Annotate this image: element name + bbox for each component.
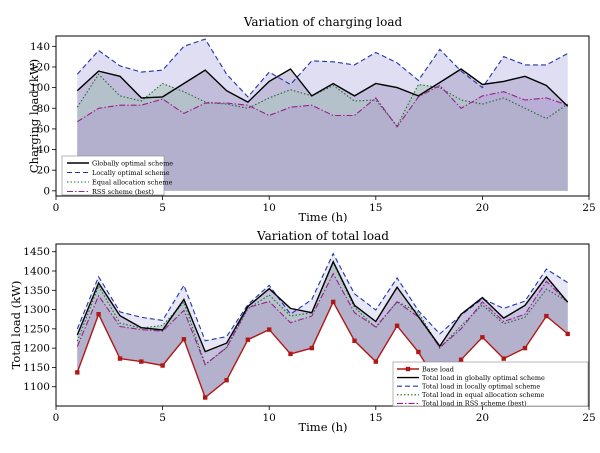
chart1-area-layer — [77, 39, 568, 191]
chart2-marker-19 — [480, 335, 485, 340]
chart2-ytick-label-0: 1100 — [23, 381, 50, 393]
chart2-marker-13 — [352, 338, 357, 343]
chart1-area-3 — [77, 85, 568, 191]
chart-total-load: Variation of total load 0 5 10 15 20 25 11001… — [9, 229, 596, 434]
chart2-y-ticks: 1100 1150 1200 1250 1300 1350 1400 1450 — [23, 246, 56, 393]
chart2-xtick-label-2: 10 — [263, 412, 276, 424]
chart2-marker-15 — [394, 323, 400, 328]
chart2-marker-22 — [544, 313, 549, 319]
chart1-plot-frame — [55, 35, 590, 197]
chart2-legend-label-2: Total load in locally optimal scheme — [422, 383, 540, 391]
chart2-xtick-label-5: 25 — [582, 412, 595, 424]
chart1-xtick-label-2: 10 — [263, 202, 276, 214]
chart1-y-axis-label: Charging load (kW) — [27, 59, 41, 173]
chart2-marker-14 — [373, 359, 378, 364]
chart2-plot-frame — [55, 243, 590, 407]
chart2-series-line-0 — [76, 300, 569, 399]
chart1-ytick-label-5: 100 — [30, 82, 50, 94]
chart2-marker-6 — [203, 395, 208, 400]
chart1-series-line-3 — [77, 84, 568, 128]
chart2-xtick-label-0: 0 — [53, 412, 60, 424]
chart2-legend-label-4: Total load in RSS scheme (best) — [422, 400, 527, 408]
chart2-marker-9 — [267, 327, 272, 332]
chart2-series-line-4 — [76, 272, 569, 366]
chart2-ytick-label-6: 1400 — [23, 266, 50, 278]
chart1-xtick-label-1: 5 — [159, 202, 166, 214]
chart2-legend-marker-0 — [405, 366, 411, 372]
chart1-series-layer — [76, 38, 569, 128]
chart1-ytick-label-0: 0 — [43, 185, 50, 197]
chart1-legend: Globally optimal scheme Locally optimal s… — [61, 155, 173, 196]
chart2-xtick-label-3: 15 — [369, 412, 382, 424]
chart2-ytick-label-4: 1300 — [23, 304, 50, 316]
chart1-xtick-label-3: 15 — [369, 202, 382, 214]
chart2-ytick-label-3: 1250 — [23, 323, 50, 335]
chart2-marker-0 — [75, 370, 80, 375]
chart1-series-line-0 — [76, 68, 569, 107]
chart1-xtick-label-0: 0 — [53, 202, 60, 214]
chart1-legend-label-3: RSS scheme (best) — [92, 188, 154, 196]
chart2-marker-4 — [160, 363, 165, 368]
chart2-marker-20 — [501, 356, 506, 361]
chart-charging-load: Variation of charging load 0 5 10 15 20 25 0 2… — [27, 15, 596, 224]
chart2-ytick-label-7: 1450 — [23, 246, 50, 258]
chart2-marker-18 — [458, 357, 464, 362]
chart2-legend-label-0: Base load — [422, 365, 454, 373]
chart1-legend-label-0: Globally optimal scheme — [92, 159, 173, 167]
chart2-y-axis-label: Total load (kW) — [9, 281, 23, 370]
chart2-xtick-label-4: 20 — [476, 412, 489, 424]
chart2-marker-1 — [96, 312, 101, 317]
chart2-marker-2 — [117, 356, 123, 361]
chart2-legend-label-3: Total load in equal allocation scheme — [422, 391, 545, 399]
chart2-marker-7 — [224, 378, 229, 383]
chart1-x-ticks: 0 5 10 15 20 25 — [53, 196, 596, 214]
chart1-legend-label-1: Locally optimal scheme — [92, 169, 170, 177]
chart2-xtick-label-1: 5 — [159, 412, 166, 424]
chart1-xtick-label-4: 20 — [476, 202, 489, 214]
chart2-marker-23 — [565, 331, 570, 337]
chart2-marker-10 — [288, 351, 293, 357]
chart2-marker-16 — [416, 349, 421, 355]
chart1-series-line-2 — [76, 73, 569, 127]
chart1-ytick-label-1: 20 — [37, 165, 50, 177]
chart2-x-ticks: 0 5 10 15 20 25 — [53, 406, 596, 424]
chart1-ytick-label-7: 140 — [30, 41, 50, 53]
chart1-ytick-label-3: 60 — [37, 123, 50, 135]
chart1-x-axis-label: Time (h) — [298, 210, 347, 224]
chart2-ytick-label-2: 1200 — [23, 343, 50, 355]
chart1-legend-label-2: Equal allocation scheme — [92, 178, 173, 186]
chart2-series-line-1 — [76, 260, 569, 353]
chart1-xtick-label-5: 25 — [582, 202, 595, 214]
chart2-marker-5 — [181, 337, 187, 342]
chart2-legend-label-1: Total load in globally optimal scheme — [422, 374, 545, 382]
chart2-series-layer — [75, 252, 570, 400]
chart2-title: Variation of total load — [256, 229, 389, 243]
chart2-ytick-label-1: 1150 — [23, 362, 50, 374]
chart2-marker-21 — [522, 345, 528, 351]
chart2-x-axis-label: Time (h) — [298, 420, 347, 434]
chart2-marker-11 — [309, 345, 314, 351]
chart1-series-line-1 — [76, 38, 568, 98]
chart1-title: Variation of charging load — [243, 15, 403, 29]
chart2-marker-8 — [245, 337, 251, 342]
chart1-ytick-label-4: 80 — [37, 103, 50, 115]
chart1-y-ticks: 0 20 40 60 80 100 120 140 — [30, 41, 56, 197]
chart2-marker-3 — [139, 359, 144, 364]
chart1-ytick-label-2: 40 — [37, 144, 50, 156]
chart1-ytick-label-6: 120 — [30, 61, 50, 73]
chart2-ytick-label-5: 1350 — [23, 285, 50, 297]
chart2-marker-12 — [331, 299, 336, 305]
chart2-legend-box — [392, 361, 589, 407]
